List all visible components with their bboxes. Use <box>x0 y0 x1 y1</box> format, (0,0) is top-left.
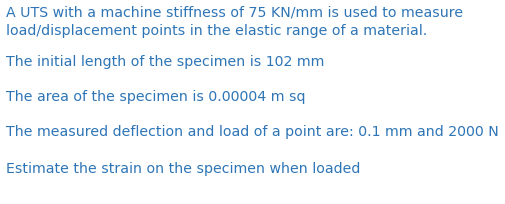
Text: The area of the specimen is 0.00004 m sq: The area of the specimen is 0.00004 m sq <box>6 90 306 103</box>
Text: The initial length of the specimen is 102 mm: The initial length of the specimen is 10… <box>6 55 324 69</box>
Text: A UTS with a machine stiffness of 75 KN/mm is used to measure
load/displacement : A UTS with a machine stiffness of 75 KN/… <box>6 5 463 38</box>
Text: Estimate the strain on the specimen when loaded: Estimate the strain on the specimen when… <box>6 161 361 175</box>
Text: The measured deflection and load of a point are: 0.1 mm and 2000 N: The measured deflection and load of a po… <box>6 124 499 138</box>
